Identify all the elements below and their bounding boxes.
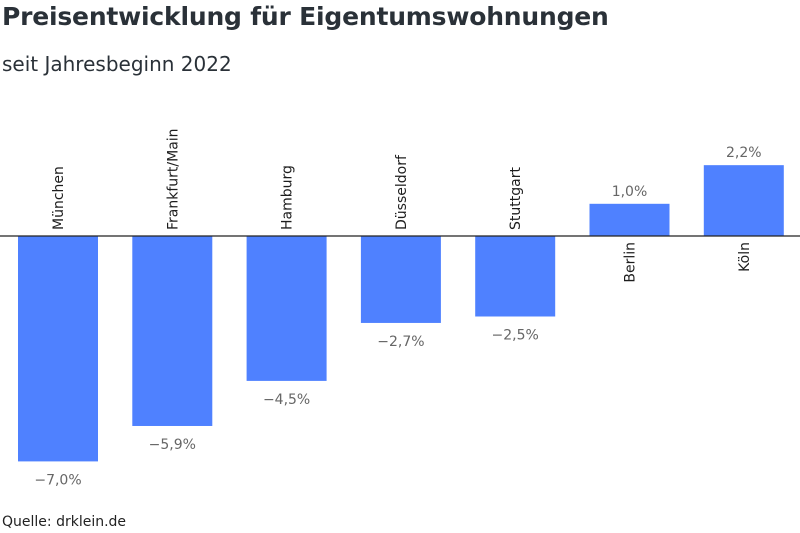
bar-k-ln [703, 165, 784, 236]
bar-d-sseldorf [360, 236, 441, 323]
bars-group [18, 165, 784, 462]
bar-hamburg [246, 236, 327, 381]
chart-title: Preisentwicklung für Eigentumswohnungen [2, 2, 609, 31]
value-label-stuttgart: −2,5% [492, 328, 539, 344]
value-label-k-ln: 2,2% [726, 145, 762, 161]
category-label-d-sseldorf: Düsseldorf [394, 154, 410, 230]
value-label-d-sseldorf: −2,7% [377, 334, 424, 350]
labels-group: −7,0% München −5,9% Frankfurt/Main −4,5% Hamb… [34, 128, 761, 488]
chart-subtitle: seit Jahresbeginn 2022 [2, 52, 232, 76]
bar-m-nchen [18, 236, 98, 462]
category-label-hamburg: Hamburg [280, 165, 296, 230]
bar-stuttgart [475, 236, 556, 317]
source-note: Quelle: drklein.de [2, 514, 127, 530]
bar-berlin [589, 203, 670, 236]
category-label-stuttgart: Stuttgart [508, 167, 524, 230]
value-label-frankfurt-main: −5,9% [149, 437, 196, 453]
value-label-berlin: 1,0% [612, 184, 648, 200]
category-label-frankfurt-main: Frankfurt/Main [165, 128, 181, 230]
value-label-m-nchen: −7,0% [34, 472, 81, 488]
category-label-m-nchen: München [51, 166, 67, 230]
category-label-k-ln: Köln [737, 242, 753, 272]
category-label-berlin: Berlin [623, 242, 639, 283]
bar-frankfurt-main [132, 236, 213, 426]
value-label-hamburg: −4,5% [263, 392, 310, 408]
